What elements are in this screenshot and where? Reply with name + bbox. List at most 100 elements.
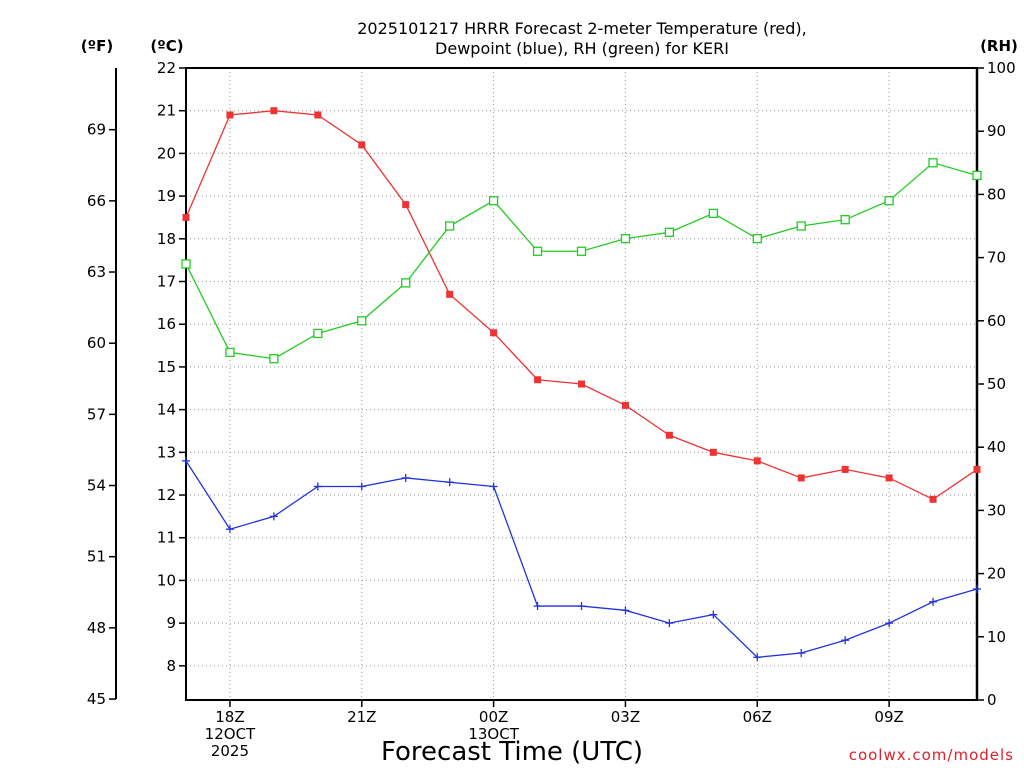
- fahrenheit-axis-unit: (ºF): [81, 37, 113, 55]
- rh-point: [664, 227, 675, 237]
- temperature-point: [182, 213, 190, 221]
- temperature-point: [753, 457, 761, 465]
- rh-point: [884, 196, 894, 206]
- rh-point: [269, 354, 279, 364]
- series-line-rh: [185, 162, 978, 360]
- rh-tick-label: 90: [987, 122, 1006, 140]
- fahrenheit-tick-label: 57: [87, 405, 106, 423]
- series-dewpoint: [182, 456, 981, 662]
- temperature-point: [665, 431, 673, 439]
- x-tick-label: 03Z: [611, 708, 640, 726]
- temperature-point: [709, 448, 717, 456]
- dewpoint-point: [401, 473, 410, 482]
- x-tick-label: 12OCT: [205, 725, 256, 743]
- dewpoint-point: [225, 525, 234, 534]
- chart-title-line-1: 2025101217 HRRR Forecast 2-meter Tempera…: [357, 19, 807, 38]
- temperature-point: [270, 107, 278, 115]
- dewpoint-point: [489, 482, 498, 491]
- fahrenheit-tick-label: 54: [87, 477, 106, 495]
- series-rh: [181, 158, 982, 364]
- dewpoint-point: [841, 636, 850, 645]
- rh-tick-label: 60: [987, 312, 1006, 330]
- dewpoint-point: [929, 597, 938, 606]
- dewpoint-point: [665, 619, 674, 628]
- rh-tick-label: 70: [987, 249, 1006, 267]
- rh-point: [752, 233, 762, 244]
- x-tick-label: 09Z: [874, 708, 903, 726]
- celsius-tick-label: 16: [157, 315, 176, 333]
- rh-tick-label: 100: [987, 59, 1016, 77]
- fahrenheit-tick-label: 45: [87, 690, 106, 708]
- dewpoint-point: [445, 478, 454, 487]
- dewpoint-point: [313, 482, 322, 491]
- temperature-point: [534, 376, 542, 384]
- series-line-temperature: [185, 110, 978, 501]
- temperature-point: [314, 111, 322, 119]
- rh-axis-unit: (RH): [980, 37, 1018, 55]
- celsius-tick-label: 10: [157, 571, 176, 589]
- celsius-tick-label: 8: [166, 657, 176, 675]
- celsius-tick-label: 19: [157, 187, 176, 205]
- rh-point: [928, 158, 938, 168]
- rh-point: [488, 196, 499, 206]
- dewpoint-point: [577, 602, 586, 611]
- celsius-tick-label: 15: [157, 358, 176, 376]
- temperature-point: [841, 465, 849, 473]
- chart-axes: 8 9 10 11 12 13 14 15 16 17 18 19 20 21 22 45 48 51 54 57 60…: [87, 59, 1016, 760]
- celsius-tick-label: 22: [157, 59, 176, 77]
- celsius-axis-unit: (ºC): [150, 37, 183, 55]
- temperature-point: [929, 495, 937, 503]
- dewpoint-point: [357, 482, 366, 491]
- x-tick-label: 18Z: [215, 708, 244, 726]
- temperature-point: [578, 380, 585, 388]
- dewpoint-point: [885, 619, 894, 628]
- rh-point: [401, 278, 411, 288]
- dewpoint-point: [533, 602, 542, 611]
- rh-tick-label: 40: [987, 438, 1006, 456]
- temperature-point: [402, 201, 410, 209]
- dewpoint-point: [182, 456, 190, 465]
- series-line-dewpoint: [185, 460, 978, 658]
- fahrenheit-tick-label: 60: [87, 334, 106, 352]
- temperature-point: [621, 401, 629, 409]
- rh-point: [840, 215, 850, 225]
- celsius-tick-label: 21: [157, 102, 176, 120]
- fahrenheit-tick-label: 51: [87, 548, 106, 566]
- celsius-tick-label: 20: [157, 144, 176, 162]
- rh-point: [796, 221, 806, 231]
- temperature-point: [446, 290, 454, 298]
- rh-tick-label: 10: [987, 628, 1006, 646]
- x-tick-label: 06Z: [743, 708, 772, 726]
- series-temperature: [182, 107, 981, 503]
- rh-point: [357, 316, 367, 326]
- temperature-point: [885, 474, 893, 482]
- x-tick-label: 2025: [211, 742, 249, 760]
- dewpoint-point: [269, 512, 278, 521]
- rh-point: [445, 221, 455, 231]
- x-tick-label: 21Z: [347, 708, 376, 726]
- dewpoint-point: [797, 649, 806, 658]
- site-credit: coolwx.com/models: [849, 746, 1014, 764]
- fahrenheit-tick-label: 63: [87, 263, 106, 281]
- rh-point: [181, 259, 191, 269]
- temperature-point: [358, 141, 366, 149]
- fahrenheit-tick-label: 66: [87, 192, 106, 210]
- rh-point: [708, 208, 718, 219]
- rh-point: [972, 170, 982, 181]
- rh-tick-label: 30: [987, 501, 1006, 519]
- chart-title-line-2: Dewpoint (blue), RH (green) for KERI: [435, 39, 729, 58]
- celsius-tick-label: 12: [157, 486, 176, 504]
- celsius-tick-label: 18: [157, 230, 176, 248]
- rh-tick-label: 50: [987, 375, 1006, 393]
- rh-point: [532, 246, 543, 256]
- chart-series: [181, 107, 982, 662]
- celsius-tick-label: 11: [157, 529, 176, 547]
- chart-gridlines: [186, 67, 977, 700]
- rh-point: [620, 233, 631, 244]
- fahrenheit-tick-label: 48: [87, 619, 106, 637]
- dewpoint-point: [709, 610, 718, 619]
- temperature-point: [490, 329, 498, 337]
- chart-title: 2025101217 HRRR Forecast 2-meter Tempera…: [357, 19, 807, 58]
- x-tick-label: 00Z: [479, 708, 508, 726]
